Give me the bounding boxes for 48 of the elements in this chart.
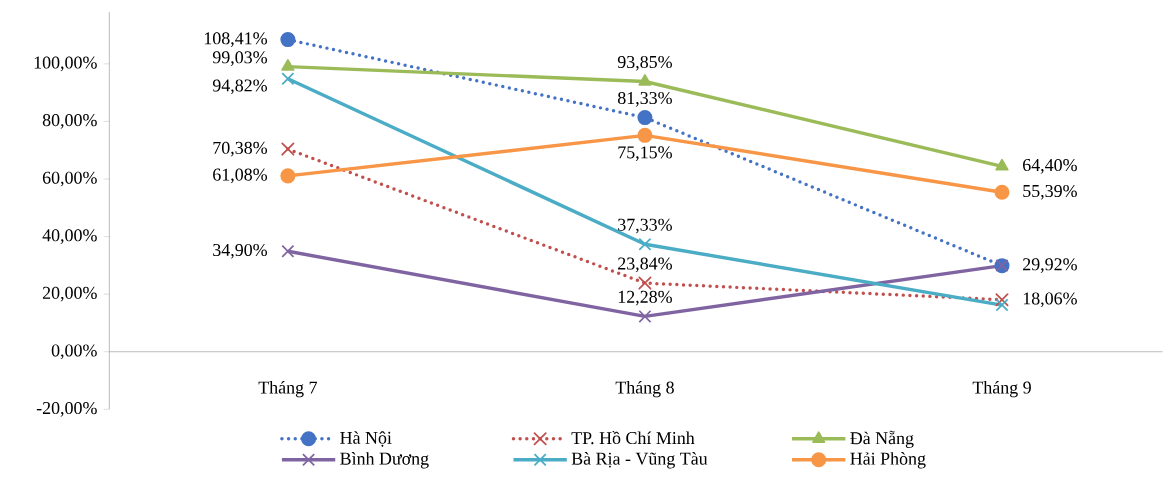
y-tick-label: 0,00% xyxy=(51,344,97,360)
point xyxy=(994,184,1010,200)
data-label: 99,03% xyxy=(212,51,267,67)
point xyxy=(995,293,1009,307)
legend-label: TP. Hồ Chí Minh xyxy=(571,431,695,445)
data-label: 37,33% xyxy=(618,218,672,234)
point xyxy=(638,276,652,290)
data-label: 108,41% xyxy=(204,32,267,48)
y-tick-label: 80,00% xyxy=(42,114,97,129)
y-tick-label: 20,00% xyxy=(42,286,97,302)
data-label: 29,92% xyxy=(1023,258,1077,274)
point xyxy=(281,142,295,156)
legend-label: Hà Nội xyxy=(340,431,392,447)
y-tick-label: 100,00% xyxy=(34,56,97,72)
data-label: 23,84% xyxy=(618,257,672,273)
point xyxy=(638,74,652,86)
x-tick-label: Tháng 8 xyxy=(615,381,674,398)
x-tick-label: Tháng 9 xyxy=(972,381,1031,398)
legend-label: Hải Phòng xyxy=(850,452,926,469)
data-label: 81,33% xyxy=(617,92,672,107)
legend-label: Đà Nẵng xyxy=(850,430,914,449)
y-tick-label: 40,00% xyxy=(42,229,97,245)
y-tick-label: 60,00% xyxy=(42,171,97,187)
legend-label: Bình Dương xyxy=(340,452,429,469)
data-label: 34,90% xyxy=(213,244,267,259)
data-label: 55,39% xyxy=(1023,185,1077,200)
data-label: 94,82% xyxy=(212,79,267,95)
point xyxy=(280,168,296,184)
data-label: 70,38% xyxy=(213,141,267,157)
legend-label: Bà Rịa - Vũng Tàu xyxy=(571,452,708,469)
point xyxy=(995,298,1009,312)
point xyxy=(280,32,296,48)
point xyxy=(637,110,653,126)
data-label: 61,08% xyxy=(213,168,267,184)
point xyxy=(638,237,652,251)
data-label: 12,28% xyxy=(618,290,672,306)
data-label: 93,85% xyxy=(617,56,672,71)
y-tick-label: -20,00% xyxy=(36,402,97,417)
point xyxy=(281,72,295,86)
point xyxy=(281,59,295,71)
data-label: 18,06% xyxy=(1023,292,1077,308)
point xyxy=(637,128,653,144)
point xyxy=(281,244,295,258)
data-label: 64,40% xyxy=(1023,159,1077,174)
x-tick-label: Tháng 7 xyxy=(258,381,317,398)
point xyxy=(638,310,652,324)
data-label: 75,15% xyxy=(618,146,672,162)
point xyxy=(995,158,1009,171)
